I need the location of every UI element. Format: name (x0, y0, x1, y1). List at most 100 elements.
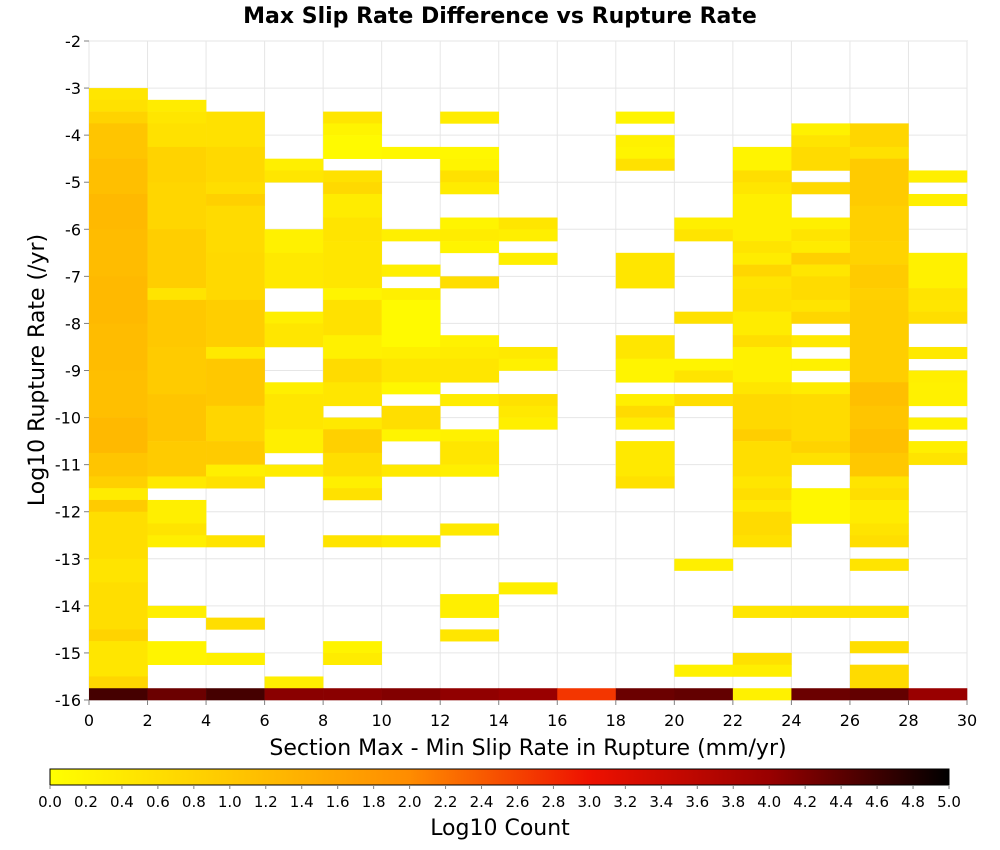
heatmap-cell (791, 452, 851, 465)
heatmap-cell (615, 358, 675, 383)
heatmap-cell (849, 452, 909, 477)
heatmap-cell (791, 182, 851, 195)
x-tick-label: 22 (723, 711, 743, 730)
heatmap-cell (323, 652, 382, 665)
heatmap-cell (381, 382, 441, 395)
heatmap-cell (849, 382, 909, 407)
heatmap-cell (440, 441, 500, 465)
heatmap-cell (849, 499, 909, 524)
heatmap-cell (732, 535, 792, 548)
heatmap-cell (89, 452, 148, 477)
heatmap-cell (849, 664, 909, 689)
heatmap-cell (615, 688, 675, 701)
heatmap-cell (323, 488, 382, 501)
x-tick-label: 4 (201, 711, 211, 730)
heatmap-cell (147, 394, 207, 442)
heatmap-cell (264, 464, 324, 477)
heatmap-cell (849, 429, 909, 454)
heatmap-cell (908, 346, 968, 360)
heatmap-cell (615, 135, 675, 148)
y-tick-label: -12 (55, 503, 81, 522)
heatmap-cell (264, 429, 324, 454)
heatmap-cell (323, 641, 382, 654)
heatmap-cell (440, 146, 500, 159)
heatmap-cell (206, 182, 265, 195)
heatmap-cell (498, 394, 558, 407)
heatmap-cell (791, 688, 851, 701)
heatmap-cell (849, 476, 909, 489)
colorbar-tick-label: 4.6 (865, 793, 889, 811)
colorbar-ticks: 0.0 0.2 0.4 0.6 0.8 1.0 1.2 1.4 1.6 1.8 2.0 2.2 2.4 2… (38, 785, 961, 811)
heatmap-cell (89, 688, 148, 701)
heatmap-cell (849, 605, 909, 618)
colorbar-tick-label: 0.2 (74, 793, 98, 811)
heatmap-cell (908, 193, 968, 207)
y-tick-label: -16 (55, 691, 81, 710)
heatmap-cell (89, 111, 148, 124)
colorbar-tick-label: 0.8 (182, 793, 206, 811)
heatmap-cell (615, 441, 675, 477)
x-tick-label: 18 (606, 711, 626, 730)
heatmap-cell (264, 323, 324, 348)
heatmap-cell (323, 476, 382, 489)
heatmap-cell (381, 429, 441, 442)
heatmap-cell (89, 323, 148, 371)
heatmap-cell (264, 229, 324, 254)
heatmap-cell (147, 535, 207, 548)
heatmap-cell (732, 193, 792, 242)
heatmap-cell (323, 288, 382, 301)
heatmap-cell (323, 241, 382, 289)
heatmap-cell (323, 299, 382, 336)
heatmap-cell (381, 288, 441, 301)
heatmap-cell (440, 241, 500, 254)
heatmap-cell (323, 429, 382, 454)
heatmap-cell (674, 688, 734, 701)
heatmap-cell (147, 299, 207, 348)
heatmap-cell (89, 417, 148, 454)
heatmap-cell (732, 146, 792, 171)
heatmap-cell (908, 170, 968, 183)
heatmap-cell (206, 441, 265, 465)
x-tick-label: 26 (840, 711, 860, 730)
heatmap-cell (908, 288, 968, 301)
heatmap-cell (264, 394, 324, 430)
heatmap-cell (323, 382, 382, 407)
heatmap-cell (147, 146, 207, 183)
heatmap-cell (440, 276, 500, 289)
colorbar-tick-label: 5.0 (937, 793, 961, 811)
x-tick-label: 28 (898, 711, 918, 730)
heatmap-cell (791, 276, 851, 301)
heatmap-cell (732, 288, 792, 312)
heatmap-cell (732, 182, 792, 195)
heatmap-cell (206, 688, 265, 701)
heatmap-cell (440, 358, 500, 383)
heatmap-cell (206, 299, 265, 348)
heatmap-cell (674, 370, 734, 383)
y-tick-label: -8 (65, 314, 81, 333)
heatmap-cell (791, 146, 851, 171)
heatmap-cell (89, 229, 148, 277)
heatmap-cell (89, 476, 148, 489)
y-tick-label: -3 (65, 79, 81, 98)
heatmap-cell (381, 264, 441, 277)
heatmap-cell (674, 394, 734, 407)
heatmap-cell (908, 417, 968, 430)
heatmap-cell (732, 241, 792, 254)
heatmap-cell (89, 558, 148, 583)
heatmap-cell (674, 558, 734, 571)
heatmap-cell (498, 405, 558, 418)
colorbar-tick-label: 4.4 (829, 793, 853, 811)
y-tick-label: -9 (65, 362, 81, 381)
x-tick-label: 24 (781, 711, 801, 730)
heatmap-cell (147, 641, 207, 665)
heatmap-cell (147, 499, 207, 524)
heatmap-cell (147, 605, 207, 618)
heatmap-cell (849, 241, 909, 265)
colorbar-tick-label: 2.0 (398, 793, 422, 811)
heatmap-cell (147, 99, 207, 112)
heatmap-cell (323, 688, 382, 701)
heatmap-cell (206, 111, 265, 148)
heatmap-cell (732, 429, 792, 442)
colorbar-tick-label: 0.6 (146, 793, 170, 811)
